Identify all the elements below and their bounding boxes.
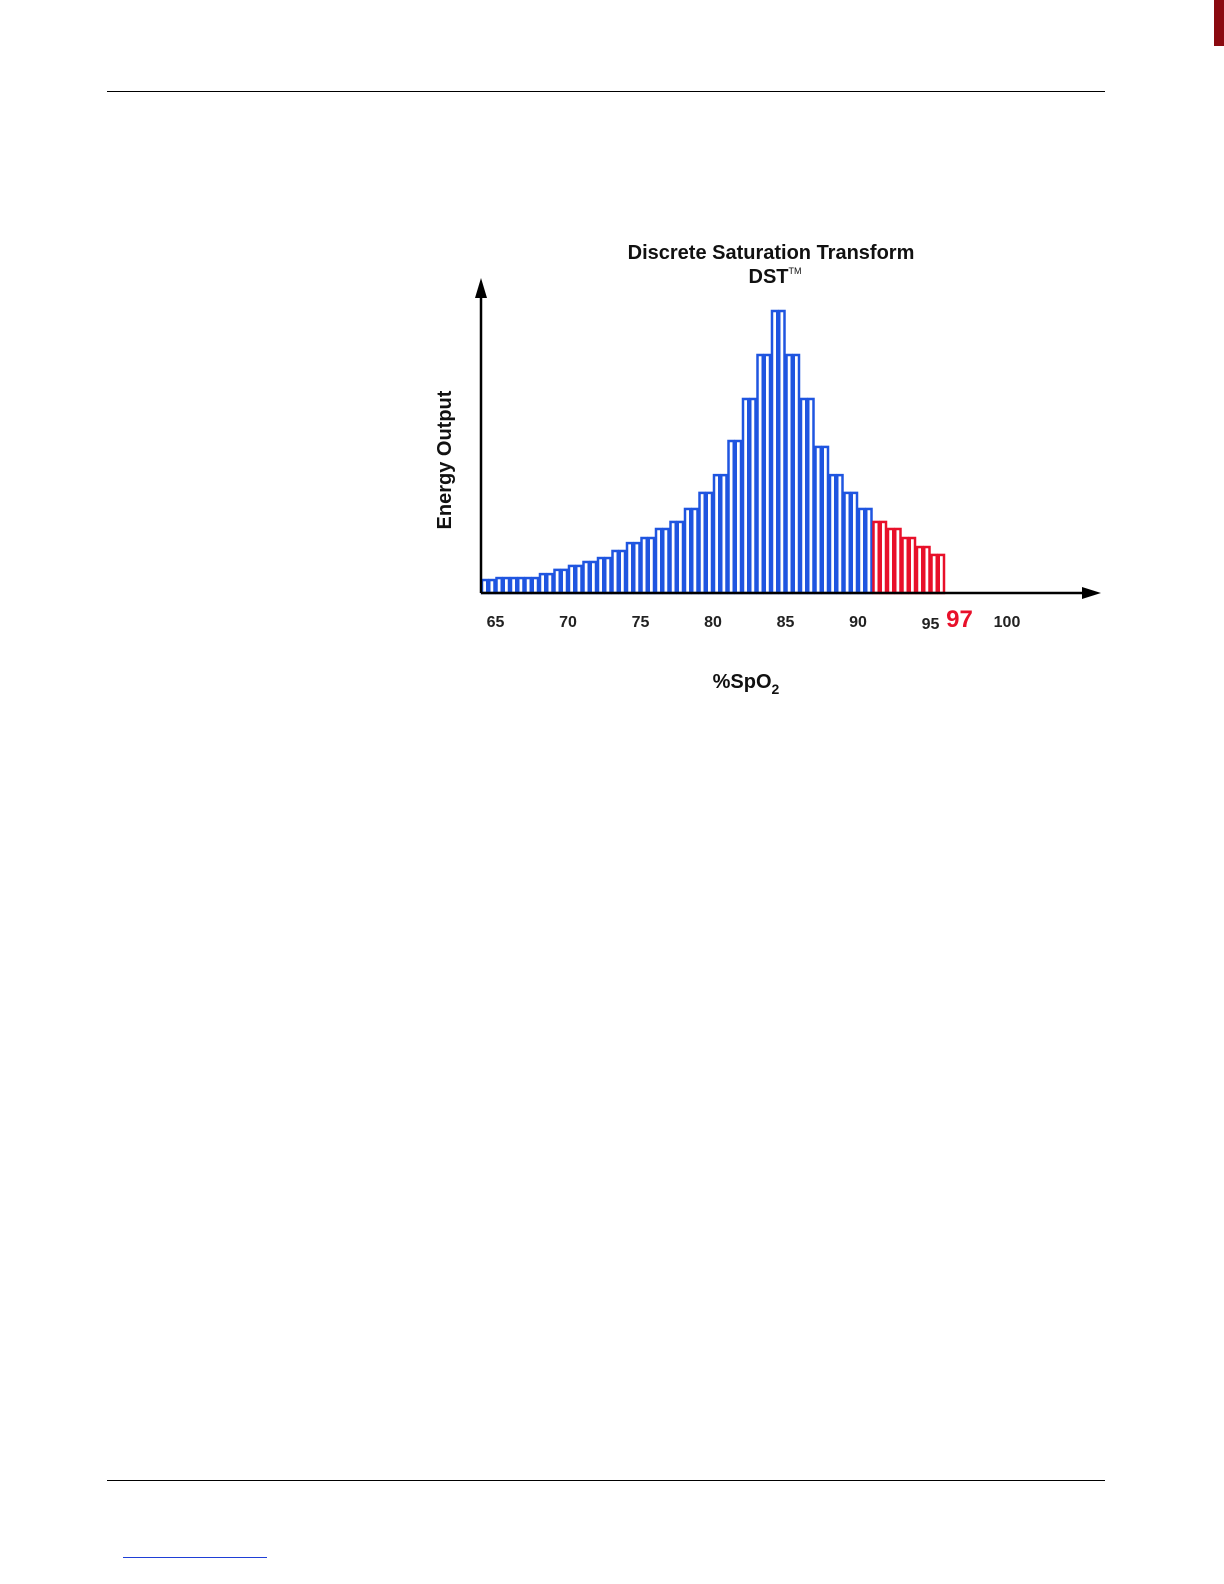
bar — [546, 572, 554, 595]
chart-subtitle-text: DST — [749, 266, 789, 288]
bar — [531, 576, 540, 595]
bar — [850, 491, 859, 595]
bar — [836, 473, 844, 595]
bar — [488, 578, 496, 595]
bar — [604, 556, 612, 595]
bar — [509, 576, 518, 595]
bar — [524, 576, 532, 595]
bar — [611, 549, 619, 595]
bar — [821, 445, 830, 595]
x-tick-label: 90 — [849, 614, 867, 631]
bar — [915, 545, 924, 595]
x-axis-label-subscript: 2 — [772, 681, 780, 697]
header-rule — [107, 91, 1105, 92]
bar — [937, 553, 946, 595]
bar — [908, 536, 917, 595]
bar — [807, 397, 815, 595]
bar — [517, 576, 525, 595]
bar — [662, 527, 670, 595]
bar — [930, 553, 938, 595]
x-tick-label: 75 — [632, 614, 650, 631]
bar — [770, 309, 779, 595]
bar — [814, 445, 822, 595]
bar — [879, 520, 888, 595]
bar — [676, 520, 685, 595]
x-tick-label: 65 — [487, 614, 505, 631]
bar — [865, 507, 873, 595]
bar — [596, 556, 605, 595]
bar — [741, 397, 750, 595]
bar — [538, 572, 547, 595]
bar — [495, 576, 503, 595]
bar — [720, 473, 728, 595]
bar — [756, 353, 764, 595]
bar — [683, 507, 692, 595]
x-tick-label: 100 — [994, 614, 1021, 631]
bar — [923, 545, 931, 595]
bar — [857, 507, 866, 595]
x-tick-label: 70 — [559, 614, 577, 631]
bar — [640, 536, 648, 595]
bar — [894, 527, 902, 595]
bar — [712, 473, 721, 595]
bar — [654, 527, 663, 595]
y-axis-arrow — [475, 278, 487, 298]
bar — [647, 536, 656, 595]
x-axis-arrow — [1082, 587, 1101, 599]
bar — [843, 491, 851, 595]
y-axis-label: Energy Output — [434, 390, 456, 529]
corner-mark — [1214, 0, 1224, 46]
bar-group — [480, 309, 946, 595]
bar — [575, 564, 583, 595]
x-tick-label: 80 — [704, 614, 722, 631]
bar — [763, 353, 772, 595]
bar — [705, 491, 714, 595]
bar — [480, 578, 489, 595]
bar — [778, 309, 786, 595]
bar — [734, 439, 743, 595]
x-axis-label: %SpO2 — [713, 671, 780, 697]
bar — [727, 439, 735, 595]
bar — [633, 541, 641, 595]
bar — [886, 527, 895, 595]
chart-subtitle: DSTTM — [749, 266, 802, 288]
footer-link-underline[interactable] — [123, 1557, 267, 1558]
bar — [669, 520, 677, 595]
bar — [618, 549, 627, 595]
bar — [792, 353, 801, 595]
bar — [799, 397, 808, 595]
footer-rule — [107, 1480, 1105, 1481]
x-axis-label-text: %SpO — [713, 671, 772, 693]
bar — [828, 473, 837, 595]
bar — [589, 560, 598, 595]
bar — [502, 576, 511, 595]
bar — [567, 564, 576, 595]
x-tick-label: 85 — [777, 614, 795, 631]
x-tick-labels: 65 70 75 80 85 90 95 97 100 — [487, 606, 1021, 633]
bar — [749, 397, 757, 595]
bar — [625, 541, 634, 595]
bar — [872, 520, 880, 595]
bar — [785, 353, 793, 595]
bar — [691, 507, 699, 595]
bar — [901, 536, 909, 595]
trademark-mark: TM — [789, 266, 802, 276]
x-tick-label: 97 — [946, 606, 973, 633]
bar — [560, 568, 569, 595]
bar — [582, 560, 590, 595]
x-tick-label: 95 — [922, 616, 940, 633]
bar — [698, 491, 706, 595]
chart-title: Discrete Saturation Transform — [628, 242, 915, 264]
bar — [553, 568, 561, 595]
